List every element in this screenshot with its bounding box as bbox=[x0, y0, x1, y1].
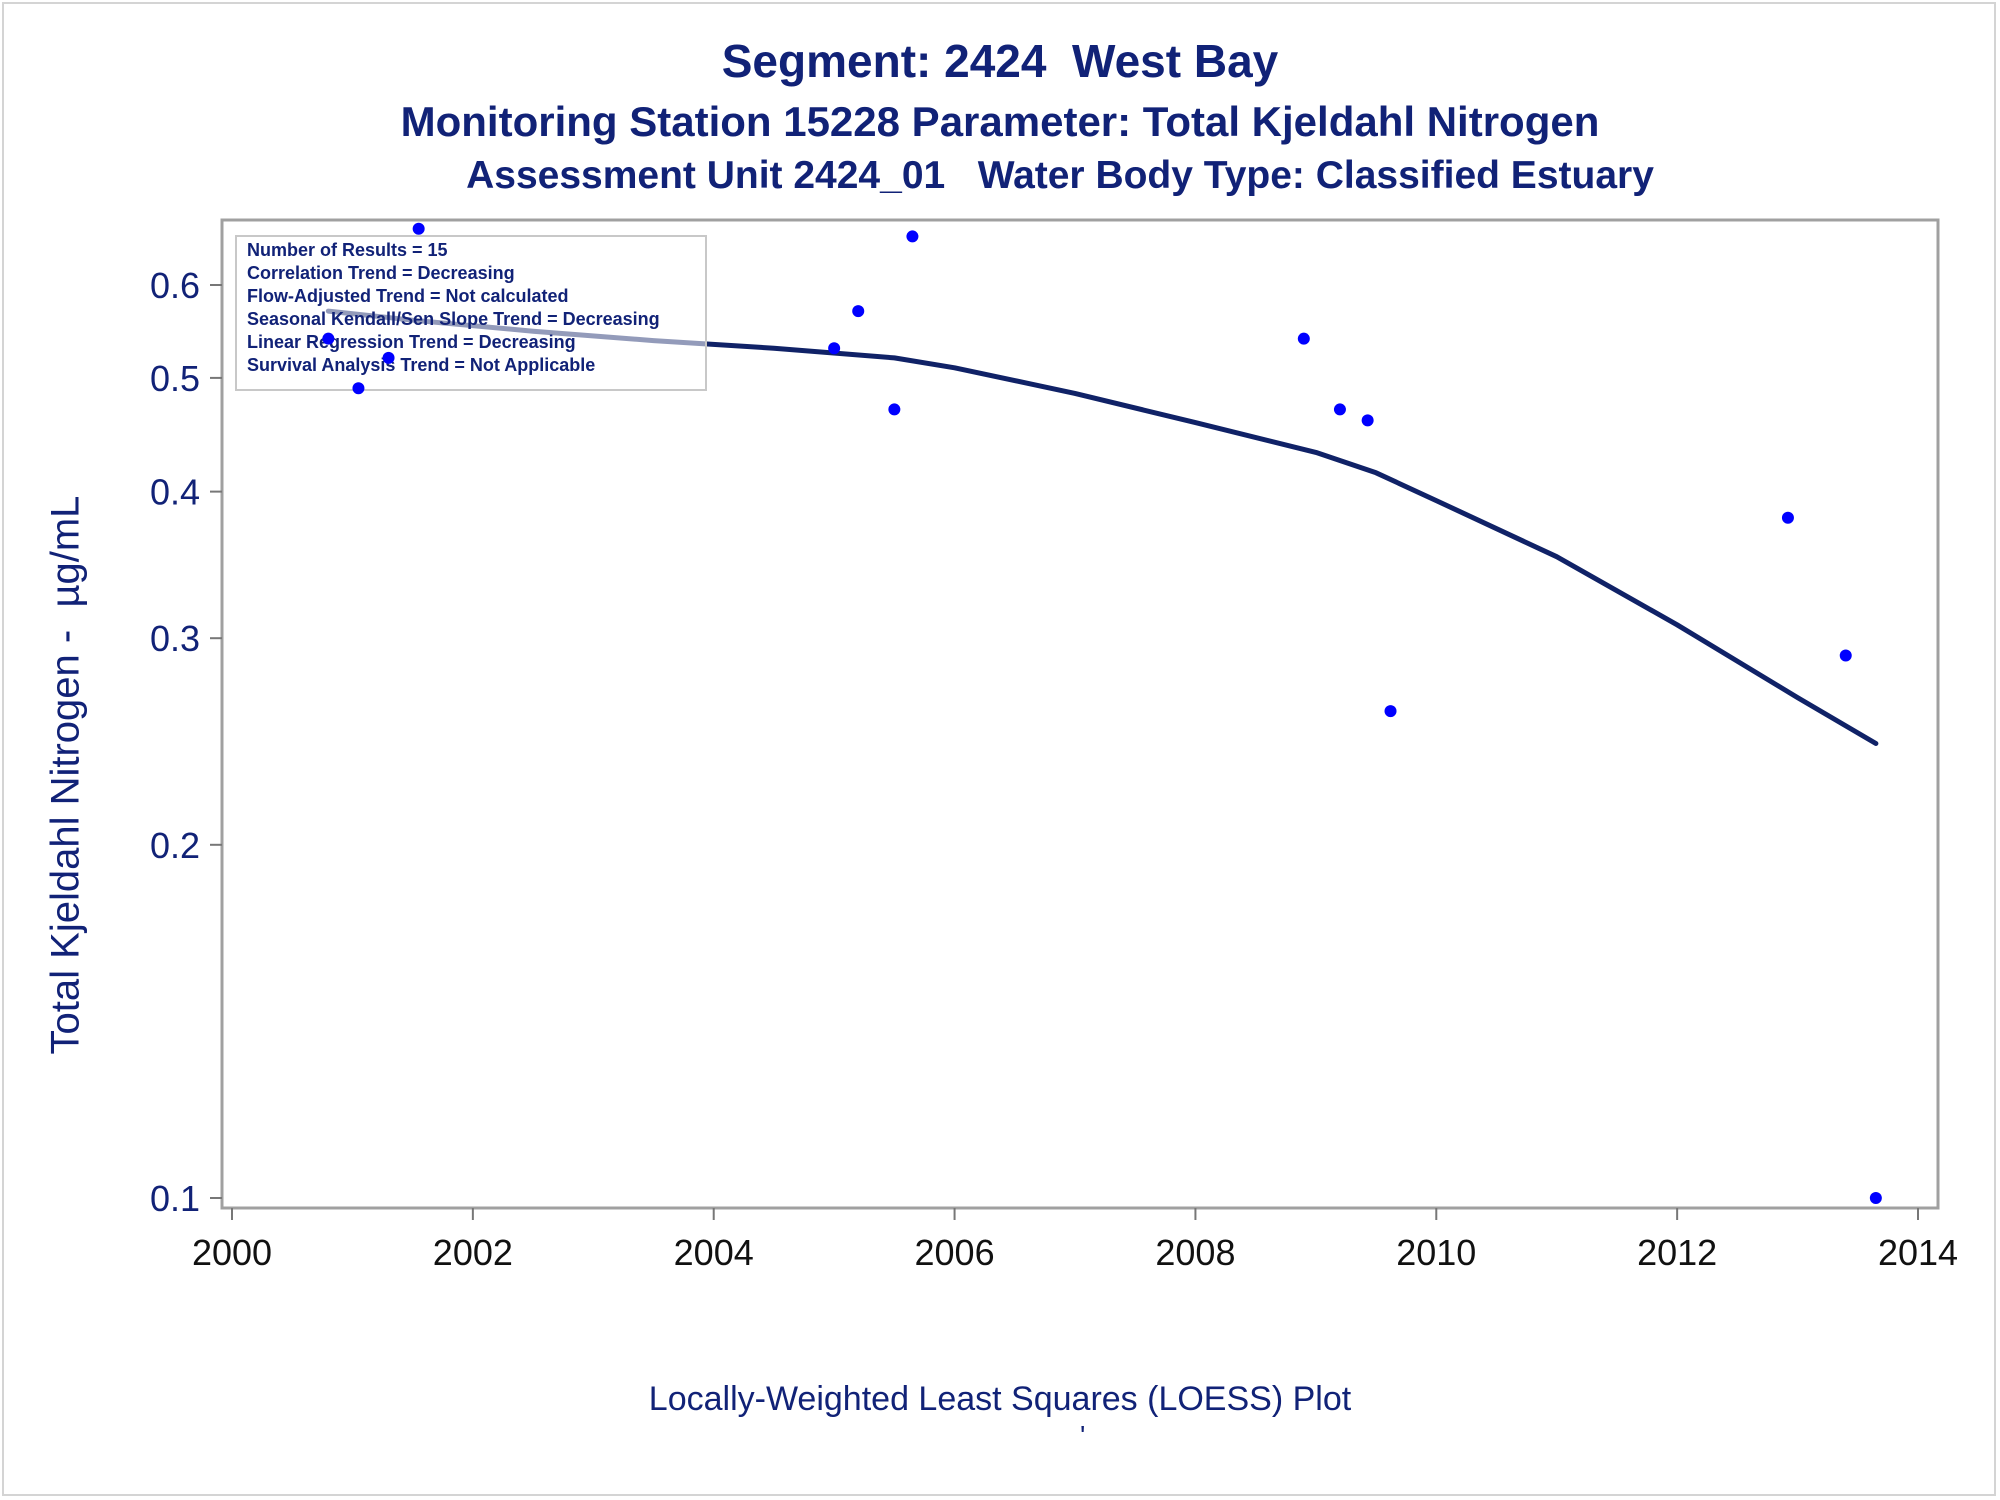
data-point bbox=[906, 230, 919, 243]
x-tick-label: 2008 bbox=[1155, 1232, 1235, 1273]
data-point bbox=[1297, 332, 1310, 345]
data-point bbox=[888, 403, 901, 416]
annotation-text: Flow-Adjusted Trend = Not calculated bbox=[247, 286, 569, 306]
chart-subtitle-2: Assessment Unit 2424_01 Water Body Type:… bbox=[466, 154, 1654, 197]
y-tick-label: 0.5 bbox=[150, 358, 200, 399]
data-point bbox=[1869, 1192, 1882, 1204]
x-tick-label: 2004 bbox=[674, 1232, 754, 1273]
x-tick-label: 2006 bbox=[915, 1232, 995, 1273]
chart-subtitle: Monitoring Station 15228 Parameter: Tota… bbox=[400, 98, 1600, 145]
data-point bbox=[352, 382, 365, 395]
chart-footnote-mark: ' bbox=[1080, 1420, 1086, 1451]
data-point bbox=[1781, 511, 1794, 524]
annotation-text: Linear Regression Trend = Decreasing bbox=[247, 332, 576, 352]
x-tick-label: 2012 bbox=[1637, 1232, 1717, 1273]
data-point bbox=[1384, 705, 1397, 718]
y-tick-label: 0.2 bbox=[150, 825, 200, 866]
y-tick-label: 0.3 bbox=[150, 618, 200, 659]
x-tick-label: 2014 bbox=[1878, 1232, 1958, 1273]
annotation-box bbox=[235, 235, 707, 391]
plot-area-border bbox=[220, 218, 1940, 1210]
data-point bbox=[1839, 649, 1852, 662]
y-tick-label: 0.6 bbox=[150, 265, 200, 306]
data-point bbox=[1361, 414, 1374, 427]
data-point bbox=[322, 332, 335, 345]
x-tick-label: 2002 bbox=[433, 1232, 513, 1273]
data-point bbox=[852, 305, 865, 318]
x-tick-label: 2000 bbox=[192, 1232, 272, 1273]
annotation-text: Seasonal Kendall/Sen Slope Trend = Decre… bbox=[247, 309, 660, 329]
data-point bbox=[382, 351, 395, 364]
data-point bbox=[828, 342, 841, 355]
chart-footnote: Locally-Weighted Least Squares (LOESS) P… bbox=[648, 1380, 1352, 1418]
data-point bbox=[412, 222, 425, 235]
data-point bbox=[1333, 403, 1346, 416]
y-tick-label: 0.1 bbox=[150, 1178, 200, 1219]
chart-title: Segment: 2424 West Bay bbox=[721, 35, 1279, 87]
annotation-text: Survival Analysis Trend = Not Applicable bbox=[247, 355, 595, 375]
annotation-text: Number of Results = 15 bbox=[247, 240, 448, 260]
y-tick-label: 0.4 bbox=[150, 472, 200, 513]
x-tick-label: 2010 bbox=[1396, 1232, 1476, 1273]
annotation-text: Correlation Trend = Decreasing bbox=[247, 263, 515, 283]
